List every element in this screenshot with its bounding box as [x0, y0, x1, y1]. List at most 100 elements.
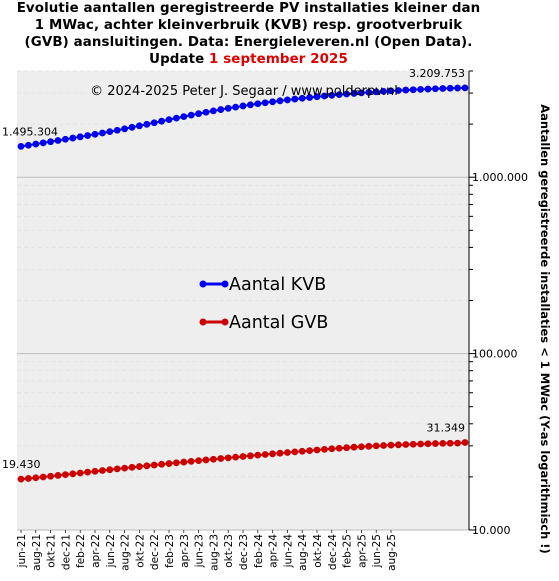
legend-label: Aantal KVB	[229, 275, 326, 295]
y-tick-label: 1.000.000	[472, 171, 528, 184]
data-point	[143, 462, 151, 470]
data-point	[372, 88, 380, 96]
data-point	[395, 87, 402, 94]
data-point	[173, 459, 180, 467]
data-point	[224, 454, 232, 462]
data-point	[284, 449, 291, 456]
data-point	[143, 120, 151, 128]
x-tick-label: dec-24	[327, 534, 339, 570]
data-point	[454, 439, 461, 447]
data-point	[247, 101, 254, 109]
data-point	[217, 455, 225, 462]
data-point	[424, 85, 432, 93]
data-point	[128, 463, 136, 471]
chart-title: Evolutie aantallen geregistreerde PV ins…	[0, 0, 497, 68]
x-tick-label: feb-25	[342, 534, 354, 568]
data-point	[335, 91, 343, 99]
data-point	[239, 102, 247, 110]
data-point	[136, 463, 143, 470]
data-point	[298, 447, 306, 455]
data-point	[284, 96, 291, 104]
data-point	[47, 472, 54, 480]
chart-credit: © 2024-2025 Peter J. Segaar / www.polder…	[90, 84, 398, 99]
data-point	[136, 122, 143, 130]
x-tick-label: aug-23	[208, 534, 220, 571]
x-tick-label: feb-24	[253, 534, 265, 568]
x-tick-label: apr-24	[268, 534, 280, 568]
data-point	[365, 88, 373, 96]
legend-swatch-dot	[199, 318, 207, 326]
y-tick-label: 10.000	[472, 524, 511, 537]
x-tick-label: jun-24	[282, 534, 294, 569]
data-point	[202, 456, 210, 464]
data-point	[158, 460, 166, 468]
data-point	[276, 449, 284, 457]
data-point	[291, 448, 299, 456]
data-point	[32, 140, 40, 148]
data-point	[32, 474, 40, 482]
data-point	[432, 440, 439, 447]
data-point	[158, 117, 166, 125]
x-tick-label: aug-24	[297, 534, 309, 571]
series-end-label: 31.349	[427, 421, 466, 434]
x-tick-label: feb-23	[164, 534, 176, 568]
data-point	[387, 441, 395, 449]
legend-swatch-dot	[199, 280, 207, 288]
data-point	[313, 93, 321, 101]
labels-layer: 10.000 100.000 1.000.000 jun-21 aug-21 okt-21…	[2, 67, 552, 571]
data-point	[261, 451, 269, 458]
y-axis-label: Aantallen geregistreerde installaties < …	[538, 104, 552, 554]
x-tick-label: apr-23	[179, 534, 191, 568]
data-point	[358, 89, 365, 97]
data-point	[454, 84, 461, 92]
series-layer	[17, 84, 469, 483]
x-tick-label: dec-23	[238, 534, 250, 570]
data-point	[91, 467, 99, 475]
data-point	[106, 128, 114, 136]
data-point	[173, 114, 180, 122]
data-point	[409, 440, 417, 448]
data-point	[247, 452, 254, 460]
data-point	[150, 461, 158, 469]
data-point	[180, 113, 188, 120]
data-point	[202, 108, 210, 116]
data-point	[121, 464, 128, 472]
data-point	[17, 142, 25, 150]
y-tick-label: 100.000	[472, 348, 518, 361]
x-tick-label: feb-22	[75, 534, 87, 568]
data-point	[217, 106, 225, 113]
data-point	[47, 138, 54, 146]
data-point	[343, 444, 350, 452]
data-point	[39, 473, 47, 481]
data-point	[165, 460, 173, 467]
data-point	[432, 85, 439, 93]
title-line-3: (GVB) aansluitingen. Data: Energielevere…	[24, 35, 473, 50]
data-point	[69, 470, 77, 478]
title-update-date: 1 september 2025	[209, 52, 348, 67]
data-point	[195, 457, 203, 465]
data-point	[328, 91, 336, 99]
data-point	[54, 137, 62, 144]
data-point	[25, 141, 32, 149]
x-tick-label: okt-21	[46, 534, 58, 568]
data-point	[187, 457, 195, 465]
legend-swatch-dot	[221, 280, 229, 288]
data-point	[187, 111, 195, 119]
title-update-prefix: Update	[149, 52, 210, 67]
x-tick-label: aug-22	[120, 534, 132, 571]
data-point	[254, 100, 262, 108]
data-point	[387, 87, 395, 95]
data-point	[306, 94, 313, 101]
series-start-label: 19.430	[2, 458, 41, 471]
data-point	[69, 134, 77, 142]
data-point	[224, 104, 232, 112]
data-point	[165, 116, 173, 124]
data-point	[91, 130, 99, 138]
data-point	[113, 126, 121, 134]
data-point	[76, 133, 84, 141]
data-point	[402, 441, 410, 448]
data-point	[99, 467, 106, 474]
data-point	[54, 472, 62, 479]
data-point	[121, 125, 128, 133]
